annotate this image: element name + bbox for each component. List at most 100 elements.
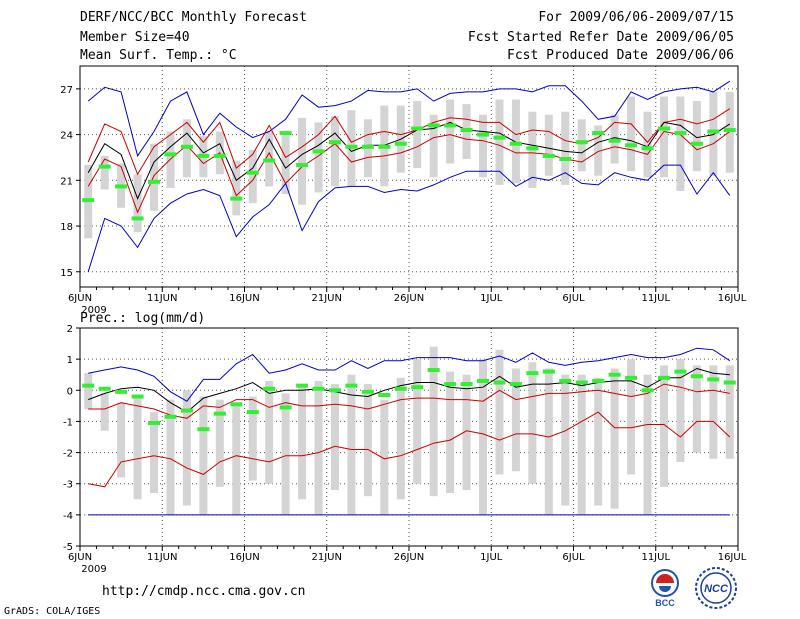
y-tick-label: 21 — [60, 176, 73, 187]
median-mark — [690, 374, 703, 379]
box — [709, 365, 718, 459]
median-mark — [657, 375, 670, 380]
grads-credit: GrADS: COLA/IGES — [4, 606, 101, 617]
median-mark — [148, 420, 161, 425]
median-mark — [378, 144, 391, 149]
box — [627, 96, 636, 172]
box — [314, 122, 323, 193]
box — [314, 380, 323, 515]
y-tick-label: 15 — [60, 268, 73, 279]
box — [330, 116, 339, 187]
box — [692, 101, 701, 172]
box — [413, 101, 422, 169]
median-mark — [115, 389, 128, 394]
box — [429, 346, 438, 497]
x-tick-label: 6JUN — [68, 552, 92, 563]
box — [577, 119, 586, 172]
median-mark — [82, 383, 95, 388]
median-mark — [312, 149, 325, 154]
box — [413, 359, 422, 484]
median-mark — [131, 394, 144, 399]
box — [215, 399, 224, 487]
x-tick-label: 26JUN — [394, 293, 424, 304]
median-mark — [509, 141, 522, 146]
x-tick-label: 21JUN — [312, 552, 342, 563]
box — [265, 380, 274, 484]
box — [627, 359, 636, 475]
median-mark — [444, 382, 457, 387]
x-tick-label: 16JUL — [718, 552, 747, 563]
box — [429, 114, 438, 178]
box — [363, 384, 372, 497]
median-mark — [345, 383, 358, 388]
median-mark — [394, 141, 407, 146]
median-mark — [460, 382, 473, 387]
box — [544, 114, 553, 176]
box — [561, 111, 570, 185]
box — [281, 134, 290, 195]
median-mark — [230, 402, 243, 407]
median-mark — [213, 411, 226, 416]
median-mark — [575, 140, 588, 145]
median-mark — [148, 179, 161, 184]
median-mark — [641, 146, 654, 151]
median-mark — [608, 138, 621, 143]
y-tick-label: -2 — [63, 449, 73, 460]
y-tick-label: 18 — [60, 222, 73, 233]
box — [330, 384, 339, 490]
variable-label: Mean Surf. Temp.: °C — [80, 48, 237, 63]
x-tick-label: 1JUL — [480, 293, 503, 304]
median-mark — [164, 152, 177, 157]
y-tick-label: -4 — [63, 511, 73, 522]
box — [676, 96, 685, 191]
median-mark — [296, 383, 309, 388]
median-mark — [411, 126, 424, 131]
median-mark — [493, 135, 506, 140]
median-mark — [361, 389, 374, 394]
x-tick-label: 11JUL — [641, 552, 670, 563]
ensemble-mean-line — [88, 367, 730, 413]
box — [643, 111, 652, 178]
median-mark — [608, 372, 621, 377]
source-url[interactable]: http://cmdp.ncc.cma.gov.cn — [102, 584, 306, 599]
median-mark — [592, 131, 605, 136]
median-mark — [213, 153, 226, 158]
median-mark — [328, 388, 341, 393]
median-mark — [477, 132, 490, 137]
box — [182, 390, 191, 506]
median-mark — [296, 163, 309, 168]
max-line — [88, 347, 731, 402]
median-mark — [345, 144, 358, 149]
box — [281, 393, 290, 515]
medians — [82, 368, 736, 432]
boxes — [84, 346, 734, 515]
plot-frame — [79, 65, 739, 288]
median-mark — [361, 144, 374, 149]
y-tick-label: 0 — [67, 386, 73, 397]
median-mark — [312, 386, 325, 391]
box — [725, 365, 734, 459]
x-year-label: 2009 — [81, 305, 106, 316]
median-mark — [526, 146, 539, 151]
box — [446, 99, 455, 164]
median-mark — [460, 128, 473, 133]
box — [446, 371, 455, 494]
median-mark — [674, 131, 687, 136]
median-mark — [493, 380, 506, 385]
prec-label: Prec.: log(mm/d) — [80, 311, 206, 326]
median-mark — [246, 170, 259, 175]
box — [544, 368, 553, 515]
box — [248, 149, 257, 204]
box — [643, 374, 652, 515]
median-mark — [575, 380, 588, 385]
x-tick-label: 11JUN — [147, 293, 177, 304]
grid — [79, 327, 739, 547]
member-size: Member Size=40 — [80, 30, 190, 45]
box — [709, 91, 718, 176]
median-mark — [180, 144, 193, 149]
median-mark — [723, 380, 736, 385]
x-tick-label: 11JUL — [641, 293, 670, 304]
median-mark — [641, 388, 654, 393]
